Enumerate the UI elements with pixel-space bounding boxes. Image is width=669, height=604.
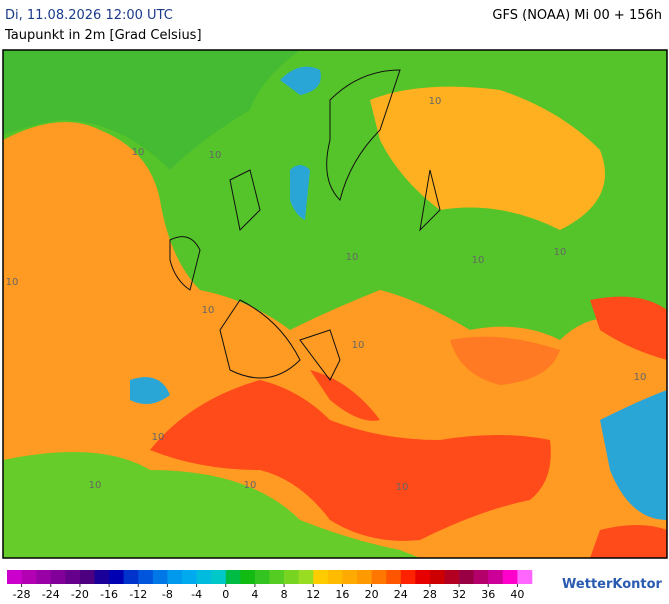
contour-label: 10 bbox=[132, 147, 145, 158]
legend-swatch bbox=[473, 570, 489, 584]
contour-label: 10 bbox=[89, 480, 102, 491]
contour-label: 10 bbox=[6, 277, 19, 288]
brand-logo: WetterKontor bbox=[562, 577, 663, 592]
legend-tick-label: 24 bbox=[394, 588, 408, 600]
legend-swatch bbox=[65, 570, 81, 584]
legend-tick-label: 36 bbox=[481, 588, 495, 600]
legend-swatch bbox=[138, 570, 154, 584]
legend-swatch bbox=[182, 570, 197, 584]
legend-swatch bbox=[123, 570, 139, 584]
legend-swatch bbox=[459, 570, 474, 584]
contour-label: 10 bbox=[352, 340, 365, 351]
legend-swatch bbox=[7, 570, 22, 584]
legend-tick-label: -20 bbox=[71, 588, 89, 600]
legend-swatch bbox=[109, 570, 124, 584]
legend-tick-label: -12 bbox=[129, 588, 147, 600]
contour-label: 10 bbox=[634, 372, 647, 383]
legend-tick-label: 4 bbox=[251, 588, 258, 600]
contour-label: 10 bbox=[429, 96, 442, 107]
legend-swatch bbox=[313, 570, 329, 584]
legend-swatch bbox=[269, 570, 285, 584]
legend-swatch bbox=[240, 570, 256, 584]
legend-swatch bbox=[94, 570, 110, 584]
legend-swatch bbox=[371, 570, 387, 584]
legend-swatch bbox=[196, 570, 212, 584]
legend-swatch bbox=[415, 570, 431, 584]
legend-swatch bbox=[284, 570, 299, 584]
legend-tick-label: -24 bbox=[42, 588, 60, 600]
legend-tick-label: -8 bbox=[162, 588, 173, 600]
legend-swatch bbox=[254, 570, 270, 584]
legend-swatch bbox=[79, 570, 95, 584]
legend-tick-label: 12 bbox=[306, 588, 320, 600]
contour-label: 10 bbox=[346, 252, 359, 263]
legend-swatch bbox=[298, 570, 314, 584]
contour-label: 10 bbox=[152, 432, 165, 443]
map: 10 10 10 10 10 10 10 10 10 10 10 10 10 10 bbox=[2, 49, 668, 559]
contour-label: 10 bbox=[202, 305, 215, 316]
subtitle: Taupunkt in 2m [Grad Celsius] bbox=[4, 28, 202, 43]
legend-tick-label: 8 bbox=[281, 588, 288, 600]
date-label: Di, 11.08.2026 12:00 UTC bbox=[5, 8, 173, 23]
legend-swatch bbox=[152, 570, 168, 584]
legend-swatch bbox=[36, 570, 52, 584]
legend-swatch bbox=[21, 570, 37, 584]
legend-swatch bbox=[386, 570, 402, 584]
legend-swatch bbox=[444, 570, 460, 584]
color-legend: -28 -24 -20 -16 -12 -8 -4 0 4 8 12 16 20 24 28 32 36 40 bbox=[7, 570, 533, 601]
contour-label: 10 bbox=[554, 247, 567, 258]
legend-swatch bbox=[429, 570, 445, 584]
legend-tick-label: 0 bbox=[222, 588, 229, 600]
legend-tick-label: -4 bbox=[191, 588, 202, 600]
legend-tick-label: 40 bbox=[510, 588, 524, 600]
legend-swatch bbox=[50, 570, 66, 584]
legend-tick-label: -16 bbox=[100, 588, 118, 600]
legend-swatch bbox=[167, 570, 183, 584]
legend-swatch bbox=[211, 570, 227, 584]
contour-label: 10 bbox=[472, 255, 485, 266]
contour-label: 10 bbox=[244, 480, 257, 491]
legend-tick-label: 32 bbox=[452, 588, 466, 600]
legend-swatch bbox=[400, 570, 416, 584]
legend-tick-label: 16 bbox=[335, 588, 349, 600]
contour-label: 10 bbox=[209, 150, 222, 161]
legend-tick-label: 20 bbox=[365, 588, 379, 600]
legend-swatch bbox=[327, 570, 343, 584]
legend-swatch bbox=[357, 570, 372, 584]
legend-swatch bbox=[502, 570, 518, 584]
legend-tick-label: 28 bbox=[423, 588, 437, 600]
model-label: GFS (NOAA) Mi 00 + 156h bbox=[492, 8, 662, 23]
legend-swatch bbox=[225, 570, 241, 584]
legend-swatch bbox=[342, 570, 358, 584]
legend-tick-label: -28 bbox=[13, 588, 31, 600]
legend-swatch bbox=[488, 570, 504, 584]
contour-label: 10 bbox=[396, 482, 409, 493]
legend-swatch bbox=[517, 570, 533, 584]
